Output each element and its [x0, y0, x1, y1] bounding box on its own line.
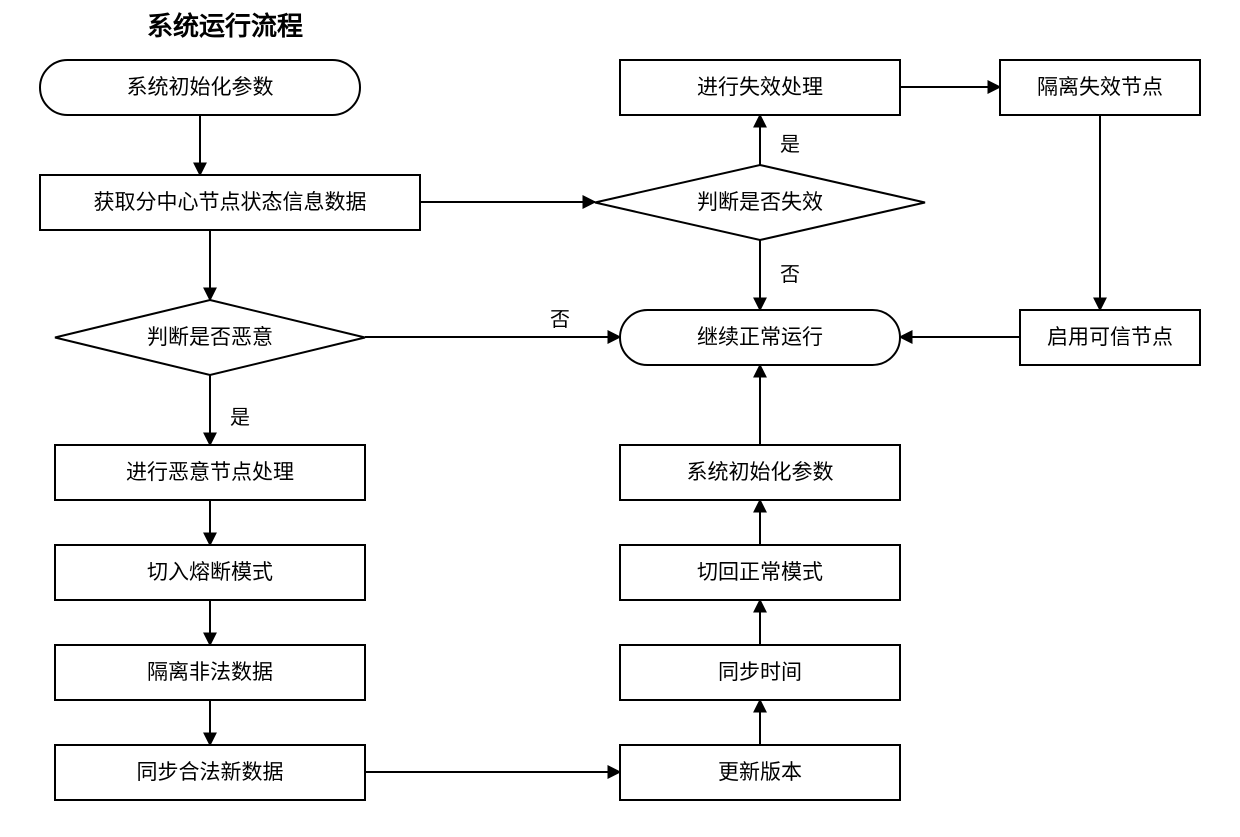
node-label: 系统初始化参数 — [687, 461, 834, 484]
edge-label: 是 — [230, 407, 250, 429]
node-label: 获取分中心节点状态信息数据 — [94, 191, 367, 214]
node-label: 进行恶意节点处理 — [126, 461, 294, 484]
node-label: 同步时间 — [718, 661, 802, 684]
node-n2: 获取分中心节点状态信息数据 — [40, 175, 420, 230]
node-label: 更新版本 — [718, 761, 802, 784]
node-n9: 隔离失效节点 — [1000, 60, 1200, 115]
edge-label: 否 — [780, 264, 800, 286]
diagram-title: 系统运行流程 — [147, 11, 303, 41]
edge-label: 是 — [780, 134, 800, 156]
node-n6: 隔离非法数据 — [55, 645, 365, 700]
node-label: 系统初始化参数 — [127, 76, 274, 99]
node-n1: 系统初始化参数 — [40, 60, 360, 115]
node-n7: 同步合法新数据 — [55, 745, 365, 800]
node-label: 启用可信节点 — [1047, 326, 1173, 349]
node-n11: 继续正常运行 — [620, 310, 900, 365]
node-label: 继续正常运行 — [697, 326, 823, 349]
node-label: 隔离失效节点 — [1037, 76, 1163, 99]
node-n14: 切回正常模式 — [620, 545, 900, 600]
node-n3: 判断是否恶意 — [55, 300, 365, 375]
node-label: 判断是否恶意 — [147, 326, 273, 349]
node-label: 同步合法新数据 — [137, 761, 284, 784]
node-label: 切回正常模式 — [697, 561, 823, 584]
node-n15: 同步时间 — [620, 645, 900, 700]
node-label: 进行失效处理 — [697, 76, 823, 99]
node-n13: 系统初始化参数 — [620, 445, 900, 500]
node-n5: 切入熔断模式 — [55, 545, 365, 600]
flowchart-canvas: 系统运行流程是是否否系统初始化参数获取分中心节点状态信息数据判断是否恶意进行恶意… — [0, 0, 1240, 837]
edge-label: 否 — [550, 309, 570, 331]
node-n16: 更新版本 — [620, 745, 900, 800]
node-n10: 判断是否失效 — [595, 165, 925, 240]
node-label: 判断是否失效 — [697, 191, 823, 214]
node-n12: 启用可信节点 — [1020, 310, 1200, 365]
node-label: 切入熔断模式 — [147, 561, 273, 584]
node-n8: 进行失效处理 — [620, 60, 900, 115]
node-n4: 进行恶意节点处理 — [55, 445, 365, 500]
node-label: 隔离非法数据 — [147, 661, 273, 684]
